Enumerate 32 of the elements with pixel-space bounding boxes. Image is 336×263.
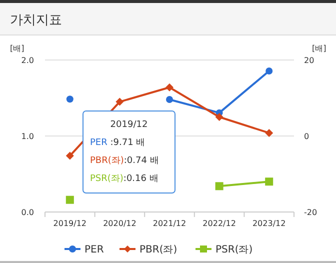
y-tick-label: 1.0: [21, 132, 34, 141]
annotation: PER :9.71 배: [90, 138, 146, 148]
point: [215, 182, 224, 190]
point: [215, 113, 224, 121]
y2-tick-label: 0: [304, 132, 310, 141]
chart-title: 가치지표: [10, 13, 62, 28]
point: [166, 96, 173, 104]
y-tick-label: 0.0: [21, 208, 34, 217]
legend-label: PER: [84, 244, 104, 256]
point: [66, 152, 74, 160]
x-tick-label: 2023/12: [252, 219, 286, 228]
y-axis-title: [배]: [10, 44, 24, 53]
x-tick-label: 2022/12: [202, 219, 236, 228]
annotation: PBR(좌):0.74 배: [90, 156, 159, 166]
y2-tick-label: 20: [304, 56, 314, 65]
y2-tick-label: -20: [304, 208, 318, 217]
point: [66, 96, 74, 103]
y2-axis-title: [배]: [312, 44, 326, 53]
point: [166, 83, 174, 92]
x-tick-label: 2020/12: [103, 219, 136, 228]
legend-label: PSR(좌): [216, 244, 253, 256]
point: [265, 178, 274, 186]
point: [116, 98, 124, 106]
point: [266, 68, 273, 75]
point: [265, 128, 274, 137]
legend-label: PBR(좌): [140, 244, 178, 256]
point: [66, 196, 74, 204]
x-tick-label: 2019/12: [53, 219, 87, 228]
y-tick-label: 2.0: [21, 56, 34, 65]
x-tick-label: 2021/12: [152, 219, 186, 228]
annotation: 2019/12: [110, 120, 148, 130]
annotation: PSR(좌):0.16 배: [90, 174, 158, 184]
